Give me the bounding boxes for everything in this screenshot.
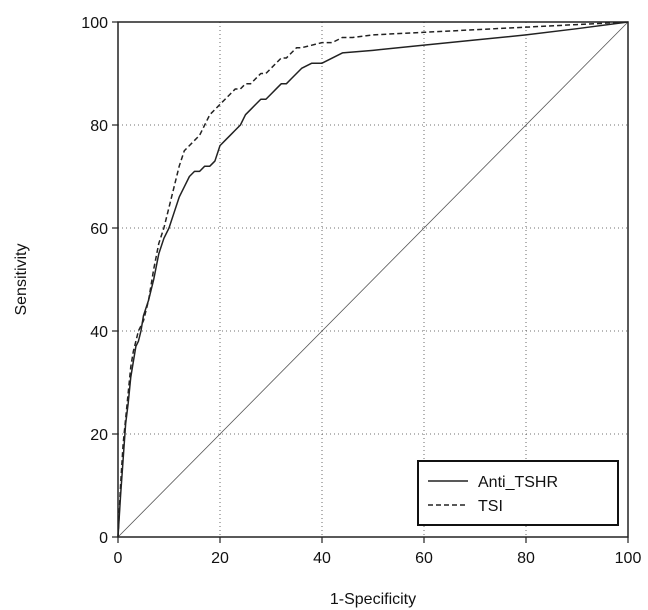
legend-box [417, 460, 619, 526]
x-tick-label-2: 40 [313, 550, 331, 567]
plot-frame [117, 21, 629, 538]
reference-diagonal [117, 21, 629, 538]
x-tick-label-1: 20 [211, 550, 229, 567]
grid [118, 22, 628, 537]
y-tick-label-4: 80 [90, 118, 108, 135]
y-axis-ticks: 0 20 40 60 80 100 [81, 15, 118, 547]
x-tick-label-0: 0 [114, 550, 123, 567]
x-tick-label-4: 80 [517, 550, 535, 567]
legend-label-anti-tshr: Anti_TSHR [478, 474, 558, 491]
x-tick-label-3: 60 [415, 550, 433, 567]
y-axis-label: Sensitivity [13, 243, 30, 315]
series-layer [117, 21, 629, 538]
x-axis-label: 1-Specificity [330, 591, 416, 608]
y-tick-label-5: 100 [81, 15, 108, 32]
legend-label-tsi: TSI [478, 498, 503, 515]
y-tick-label-1: 20 [90, 427, 108, 444]
series-line-1 [117, 21, 629, 538]
y-tick-label-3: 60 [90, 221, 108, 238]
y-tick-label-0: 0 [99, 530, 108, 547]
x-tick-label-5: 100 [615, 550, 642, 567]
y-tick-label-2: 40 [90, 324, 108, 341]
x-axis-ticks: 0 20 40 60 80 100 [114, 537, 642, 567]
series-line-0 [117, 21, 629, 538]
legend: Anti_TSHR TSI [417, 460, 619, 526]
